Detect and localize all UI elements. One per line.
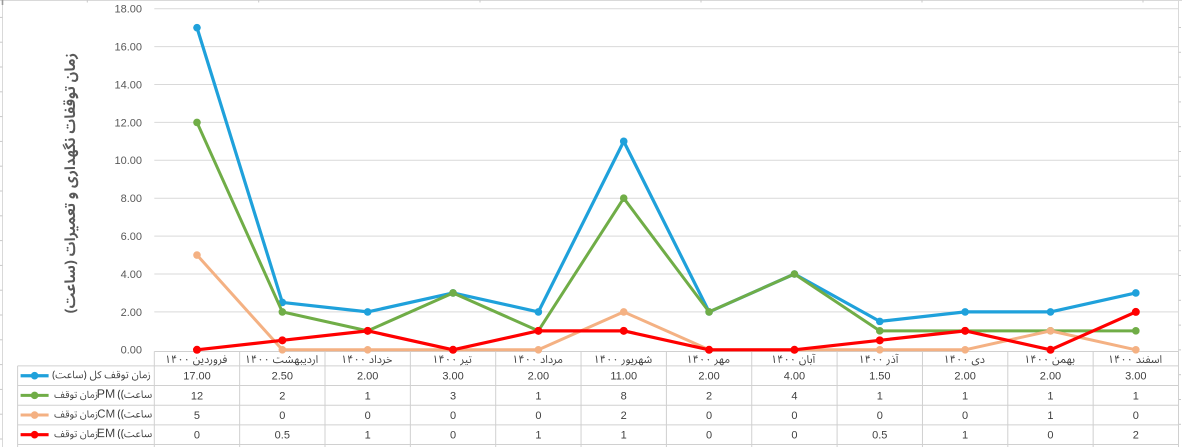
svg-text:3.00: 3.00 [442, 371, 463, 383]
svg-text:2: 2 [1133, 430, 1139, 442]
svg-text:1: 1 [535, 430, 541, 442]
svg-text:2.50: 2.50 [272, 371, 293, 383]
svg-text:0: 0 [450, 430, 456, 442]
svg-text:0: 0 [450, 410, 456, 422]
svg-text:8.00: 8.00 [121, 193, 142, 205]
svg-text:6.00: 6.00 [121, 231, 142, 243]
svg-text:0: 0 [194, 430, 200, 442]
svg-text:0: 0 [279, 410, 285, 422]
svg-text:2.00: 2.00 [528, 371, 549, 383]
svg-text:0: 0 [706, 430, 712, 442]
svg-text:18.00: 18.00 [114, 4, 142, 16]
svg-text:2: 2 [621, 410, 627, 422]
svg-text:1: 1 [962, 390, 968, 402]
svg-text:2: 2 [706, 390, 712, 402]
svg-text:4.00: 4.00 [784, 371, 805, 383]
svg-text:2.00: 2.00 [121, 307, 142, 319]
svg-text:1: 1 [535, 390, 541, 402]
svg-text:0.5: 0.5 [275, 430, 290, 442]
svg-text:14.00: 14.00 [114, 79, 142, 91]
svg-text:8: 8 [621, 390, 627, 402]
svg-text:0: 0 [877, 410, 883, 422]
svg-text:3: 3 [450, 390, 456, 402]
svg-text:0: 0 [791, 430, 797, 442]
svg-text:2.00: 2.00 [1040, 371, 1061, 383]
svg-text:2.00: 2.00 [954, 371, 975, 383]
svg-text:16.00: 16.00 [114, 42, 142, 54]
svg-text:4: 4 [791, 390, 797, 402]
svg-text:1: 1 [621, 430, 627, 442]
svg-text:2.00: 2.00 [357, 371, 378, 383]
svg-text:11.00: 11.00 [610, 371, 637, 383]
svg-text:5: 5 [194, 410, 200, 422]
svg-text:3.00: 3.00 [1125, 371, 1146, 383]
svg-text:2: 2 [279, 390, 285, 402]
svg-text:2.00: 2.00 [698, 371, 719, 383]
svg-text:0: 0 [535, 410, 541, 422]
svg-text:0.00: 0.00 [121, 345, 142, 357]
svg-text:1: 1 [962, 430, 968, 442]
svg-text:1: 1 [1047, 390, 1053, 402]
svg-text:1: 1 [1047, 410, 1053, 422]
svg-text:0: 0 [962, 410, 968, 422]
svg-text:1: 1 [365, 430, 371, 442]
svg-text:0: 0 [706, 410, 712, 422]
svg-text:1: 1 [877, 390, 883, 402]
svg-text:0.5: 0.5 [872, 430, 887, 442]
svg-text:12: 12 [191, 390, 203, 402]
svg-text:10.00: 10.00 [114, 155, 142, 167]
svg-text:0: 0 [1047, 430, 1053, 442]
svg-text:0: 0 [791, 410, 797, 422]
svg-text:12.00: 12.00 [114, 117, 142, 129]
svg-text:1: 1 [1133, 390, 1139, 402]
svg-text:17.00: 17.00 [183, 371, 211, 383]
svg-text:1: 1 [365, 390, 371, 402]
svg-text:1.50: 1.50 [869, 371, 890, 383]
svg-text:0: 0 [365, 410, 371, 422]
svg-text:4.00: 4.00 [121, 269, 142, 281]
svg-text:0: 0 [1133, 410, 1139, 422]
